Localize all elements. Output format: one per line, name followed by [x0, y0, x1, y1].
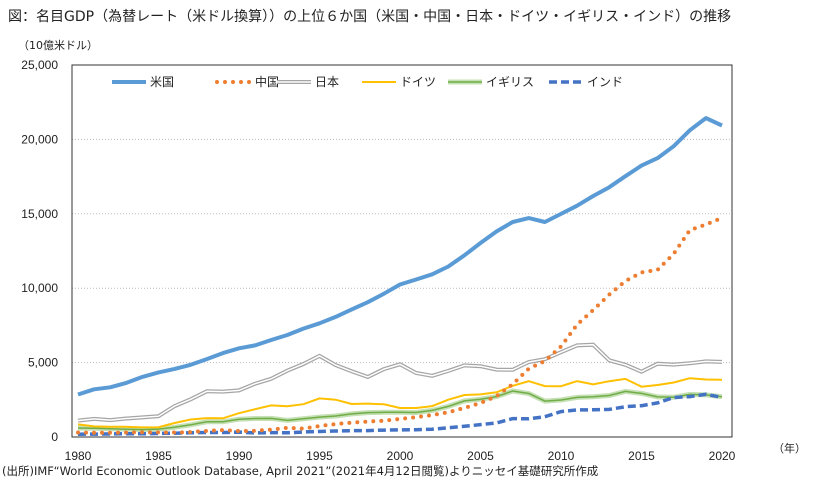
legend-item: イギリス [448, 75, 534, 89]
legend-item: 日本 [277, 75, 339, 89]
x-axis-unit-label: （年） [773, 442, 806, 455]
legend-label: ドイツ [400, 75, 436, 89]
x-tick-label: 1990 [226, 449, 253, 463]
x-axis-ticks: 1980 1985 1990 1995 2000 2005 2010 2015 2020 [65, 449, 736, 463]
plot-area-border [71, 64, 733, 438]
legend-item: ドイツ [362, 75, 436, 89]
series-2 [77, 342, 723, 423]
series-line-outer [77, 342, 723, 423]
x-tick-label: 1995 [306, 449, 333, 463]
x-tick-label: 1985 [145, 449, 172, 463]
chart-title: 図：名目GDP（為替レート（米ドル換算））の上位６か国（米国・中国・日本・ドイツ… [8, 9, 732, 25]
x-tick-label: 1980 [65, 449, 92, 463]
series-0 [77, 116, 723, 397]
series-1 [76, 215, 724, 435]
y-tick-label: 15,000 [21, 207, 58, 221]
y-tick-label: 0 [51, 430, 58, 444]
series-line [77, 377, 723, 429]
series-line [77, 390, 723, 431]
legend: 米国 中国 日本 ドイツ イギリス インド [112, 74, 623, 89]
series-3 [77, 377, 723, 429]
legend-label: 中国 [255, 74, 279, 89]
x-tick-label: 2000 [387, 449, 414, 463]
x-tick-label: 2010 [548, 449, 575, 463]
y-tick-label: 10,000 [21, 281, 58, 295]
x-tick-label: 2020 [709, 449, 736, 463]
legend-item: 中国 [215, 74, 279, 89]
legend-label: 米国 [150, 75, 174, 89]
legend-label: インド [587, 75, 623, 89]
x-tick-label: 2015 [628, 449, 655, 463]
series-line [77, 116, 723, 397]
series-line-inner [77, 343, 723, 422]
legend-item: 米国 [112, 75, 174, 89]
y-axis-ticks: 0 5,000 10,000 15,000 20,000 25,000 [21, 58, 58, 444]
legend-item: インド [549, 75, 623, 89]
series-4 [77, 388, 723, 433]
legend-label: イギリス [486, 75, 534, 89]
y-tick-label: 5,000 [28, 356, 58, 370]
series-lines [76, 116, 724, 436]
x-tick-label: 2005 [467, 449, 494, 463]
legend-label: 日本 [315, 75, 339, 89]
source-note: (出所)IMF“World Economic Outlook Database,… [2, 464, 599, 478]
y-tick-label: 25,000 [21, 58, 58, 72]
y-axis-unit-label: （10億米ドル） [18, 39, 98, 52]
gridlines [72, 138, 732, 364]
y-tick-label: 20,000 [21, 132, 58, 146]
series-line [76, 215, 724, 435]
